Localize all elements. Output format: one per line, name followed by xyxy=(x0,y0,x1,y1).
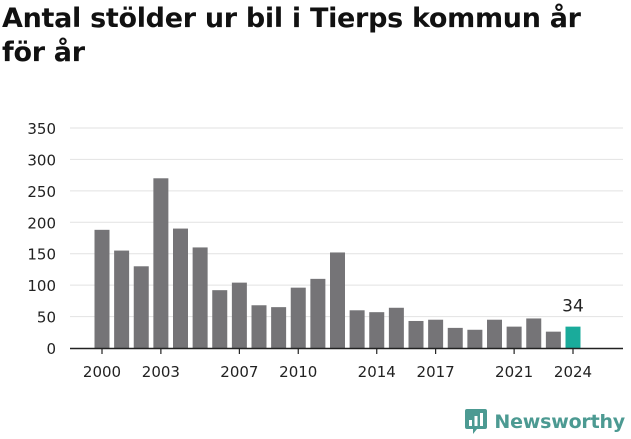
annotations: 34 xyxy=(562,297,584,317)
y-tick-label: 250 xyxy=(27,183,56,201)
y-axis-tick-labels: 0 50 100 150 200 250 300 350 xyxy=(27,120,56,358)
bar xyxy=(192,247,208,348)
y-tick-label: 150 xyxy=(27,246,56,264)
bar xyxy=(428,319,444,348)
bar-chart-speech-bubble-icon xyxy=(465,409,488,434)
bar xyxy=(290,287,306,348)
bar xyxy=(310,278,326,348)
x-tick-label: 2010 xyxy=(279,363,317,381)
x-tick-label: 2007 xyxy=(220,363,258,381)
x-tick-label: 2014 xyxy=(358,363,396,381)
bar xyxy=(388,307,404,348)
bar xyxy=(330,252,345,348)
bar xyxy=(487,319,502,348)
bar xyxy=(153,178,169,348)
x-tick-label: 2024 xyxy=(554,363,592,381)
bar xyxy=(94,229,110,348)
y-tick-label: 350 xyxy=(27,120,56,138)
bar xyxy=(231,282,247,348)
x-tick-label: 2017 xyxy=(417,363,455,381)
bar xyxy=(349,310,365,348)
bar-highlight xyxy=(565,326,581,348)
x-axis-tick-labels: 2000 2003 2007 2010 2014 2017 2021 2024 xyxy=(83,363,592,381)
bar xyxy=(133,266,149,348)
brand-name: Newsworthy xyxy=(494,411,625,433)
bar xyxy=(408,320,424,348)
bars xyxy=(94,178,581,348)
x-tick-label: 2000 xyxy=(83,363,121,381)
y-tick-label: 300 xyxy=(27,151,56,169)
bar xyxy=(545,331,561,348)
bar xyxy=(251,305,267,348)
highlight-value-label: 34 xyxy=(562,297,584,317)
gridlines xyxy=(70,127,623,318)
bar xyxy=(173,228,188,348)
bar xyxy=(447,327,463,348)
bar xyxy=(369,312,385,348)
bar xyxy=(506,326,522,348)
bar xyxy=(212,290,228,348)
bar xyxy=(467,329,483,348)
y-tick-label: 50 xyxy=(37,309,56,327)
bar xyxy=(526,318,542,348)
y-tick-label: 0 xyxy=(46,340,56,358)
bar xyxy=(271,307,287,348)
chart-title: Antal stölder ur bil i Tierps kommun år … xyxy=(2,3,581,68)
brand-logo: Newsworthy xyxy=(464,408,625,436)
y-tick-label: 100 xyxy=(27,277,56,295)
x-tick-label: 2021 xyxy=(495,363,533,381)
bar xyxy=(114,250,130,348)
y-tick-label: 200 xyxy=(27,214,56,232)
x-axis xyxy=(70,347,623,354)
x-tick-label: 2003 xyxy=(142,363,180,381)
